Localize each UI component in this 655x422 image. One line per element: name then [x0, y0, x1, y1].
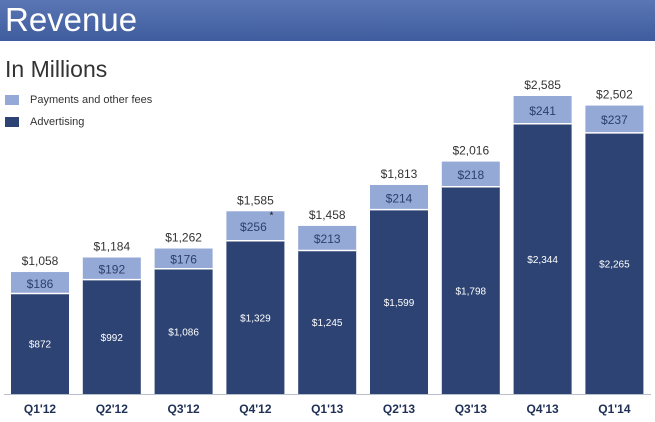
- bar-payments: [82, 257, 141, 280]
- bar-advertising: [513, 123, 572, 394]
- data-label-advertising: $1,245: [312, 318, 343, 329]
- data-label-advertising: $872: [29, 340, 52, 351]
- chart-subtitle: In Millions: [5, 56, 108, 82]
- x-tick-label: Q3'13: [455, 402, 488, 416]
- bar-payments: [370, 184, 428, 210]
- data-label-advertising: $992: [101, 333, 124, 344]
- data-label-advertising: $1,086: [168, 327, 199, 338]
- bar-advertising: [370, 209, 428, 394]
- data-label-total: $2,016: [452, 144, 489, 158]
- bar-payments: [298, 225, 357, 251]
- data-label-advertising: $1,798: [456, 286, 487, 297]
- bar-payments: [11, 272, 69, 294]
- data-label-total: $1,184: [93, 240, 130, 254]
- legend-item-advertising: Advertising: [5, 112, 152, 132]
- bar-advertising: [82, 279, 141, 394]
- bar-advertising: [154, 268, 213, 394]
- data-label-total: $1,813: [381, 167, 418, 181]
- bar-advertising: [585, 132, 644, 394]
- x-tick-label: Q4'12: [239, 402, 272, 416]
- bar-payments: [585, 105, 644, 133]
- data-label-payments: $256: [240, 220, 267, 234]
- data-label-total: $1,262: [165, 231, 202, 245]
- x-tick-label: Q1'14: [598, 402, 631, 416]
- data-label-advertising: $1,599: [384, 298, 415, 309]
- legend-label-payments: Payments and other fees: [30, 94, 153, 106]
- legend: Payments and other fees Advertising: [5, 90, 152, 134]
- data-label-total: $1,585: [237, 193, 274, 207]
- data-label-advertising: $1,329: [240, 313, 271, 324]
- bar-advertising: [298, 250, 357, 394]
- page-title: Revenue: [5, 1, 138, 38]
- data-label-total: $2,585: [524, 78, 561, 92]
- bar-advertising: [11, 293, 69, 394]
- bar-payments: [441, 161, 500, 187]
- legend-label-advertising: Advertising: [30, 116, 85, 128]
- annotation-asterisk: *: [269, 210, 273, 221]
- x-tick-label: Q4'13: [526, 402, 559, 416]
- bar-payments: [226, 211, 285, 241]
- x-tick-label: Q1'13: [311, 402, 344, 416]
- legend-swatch-advertising: [5, 117, 19, 127]
- legend-item-payments: Payments and other fees: [5, 90, 152, 110]
- data-label-advertising: $2,265: [599, 259, 630, 270]
- data-label-payments: $241: [529, 104, 556, 118]
- data-label-payments: $213: [314, 232, 341, 246]
- data-label-payments: $218: [457, 168, 484, 182]
- data-label-payments: $186: [27, 277, 54, 291]
- x-tick-label: Q1'12: [24, 402, 57, 416]
- data-label-payments: $237: [601, 113, 628, 127]
- data-label-total: $1,458: [309, 208, 346, 222]
- x-tick-label: Q2'13: [383, 402, 416, 416]
- bar-advertising: [226, 240, 285, 394]
- title-banner: Revenue: [0, 0, 655, 41]
- x-tick-label: Q2'12: [96, 402, 129, 416]
- bar-advertising: [441, 186, 500, 394]
- legend-swatch-payments: [5, 95, 19, 105]
- data-label-payments: $192: [98, 263, 125, 277]
- bar-payments: [513, 96, 572, 124]
- data-label-total: $2,502: [596, 88, 633, 102]
- data-label-payments: $176: [170, 253, 197, 267]
- x-tick-label: Q3'12: [167, 402, 200, 416]
- bar-payments: [154, 248, 213, 269]
- data-label-payments: $214: [386, 191, 413, 205]
- data-label-total: $1,058: [22, 254, 59, 268]
- data-label-advertising: $2,344: [527, 255, 558, 266]
